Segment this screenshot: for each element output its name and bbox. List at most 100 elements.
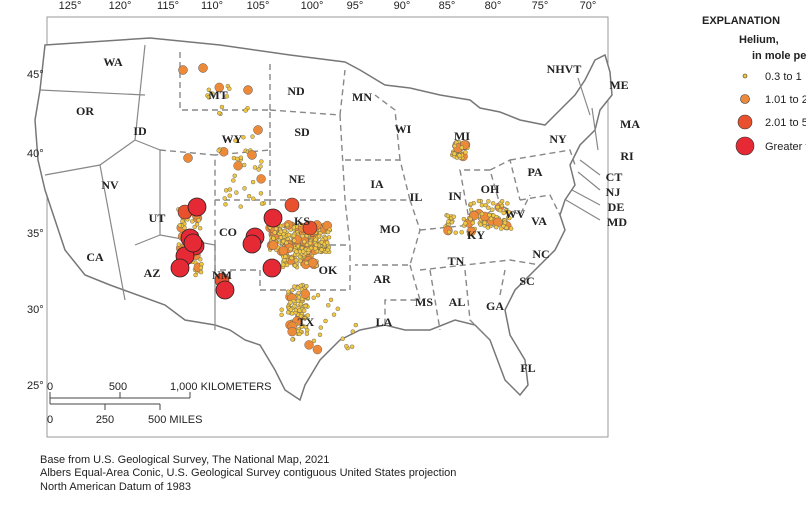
longitude-label: 95° — [347, 0, 364, 12]
sample-point — [328, 297, 334, 303]
sample-point — [232, 173, 237, 179]
state-label: TN — [448, 254, 465, 268]
state-label: NM — [212, 268, 232, 282]
sample-point — [482, 220, 487, 225]
state-label: ID — [133, 124, 147, 138]
sample-point — [247, 150, 257, 160]
sample-point — [313, 237, 318, 242]
sample-point — [242, 186, 247, 191]
sample-point — [312, 344, 323, 355]
sample-point — [325, 247, 330, 253]
sample-point — [253, 125, 263, 135]
state-label: ME — [609, 78, 628, 92]
legend-symbol — [742, 73, 748, 79]
sample-point — [216, 148, 221, 153]
sample-point — [468, 216, 473, 222]
sample-point — [452, 143, 457, 149]
state-label: UT — [149, 211, 166, 225]
sample-point — [486, 205, 491, 210]
sample-point — [278, 245, 289, 256]
sample-point — [263, 208, 283, 228]
sample-point — [468, 201, 473, 207]
state-label: OH — [481, 182, 500, 196]
sample-point — [178, 65, 188, 75]
sample-point — [278, 229, 284, 234]
sample-point — [350, 329, 355, 334]
sample-point — [279, 307, 284, 312]
sample-point — [296, 290, 301, 296]
credit-line: Base from U.S. Geological Survey, The Na… — [40, 454, 329, 466]
longitude-label: 90° — [394, 0, 411, 12]
sample-point — [287, 326, 297, 337]
state-label: MT — [208, 88, 227, 102]
sample-point — [292, 263, 298, 268]
sample-point — [344, 344, 349, 349]
sample-point — [305, 313, 310, 318]
sample-point — [214, 82, 224, 93]
sample-point — [316, 233, 322, 239]
sample-point — [288, 246, 293, 252]
sample-point — [199, 261, 204, 267]
sample-point — [231, 178, 236, 183]
sample-point — [286, 310, 291, 315]
state-label: VA — [531, 214, 547, 228]
longitude-label: 125° — [59, 0, 82, 12]
state-labels: WA OR CA NV ID MT WY UT AZ CO NM ND SD N… — [76, 55, 640, 375]
sample-point — [325, 229, 331, 235]
sample-point — [294, 249, 299, 254]
sample-point — [187, 197, 207, 217]
explanation: EXPLANATION Helium, in mole percent 0.3 … — [702, 15, 806, 156]
sample-point — [485, 225, 491, 230]
sample-point — [313, 246, 318, 251]
sample-point — [251, 196, 256, 201]
state-label: IL — [410, 190, 423, 204]
sample-point — [289, 255, 294, 261]
sample-point — [233, 161, 243, 171]
sample-point — [490, 207, 495, 212]
sample-point — [353, 322, 359, 328]
sample-point — [243, 85, 253, 95]
sample-point — [286, 232, 292, 238]
km-label: 0 — [47, 381, 53, 393]
sample-point — [222, 196, 227, 201]
sample-point — [331, 312, 337, 317]
sample-point — [304, 340, 314, 350]
sample-point — [466, 226, 476, 237]
legend-subtitle: Helium, — [739, 34, 779, 46]
sample-point — [461, 216, 467, 222]
credit-line: North American Datum of 1983 — [40, 481, 191, 493]
sample-point — [292, 238, 297, 243]
sample-point — [304, 260, 309, 266]
sample-point — [235, 156, 240, 162]
sample-point — [315, 292, 321, 298]
sample-point — [446, 219, 451, 224]
sample-point — [196, 218, 201, 223]
sample-point — [219, 104, 225, 110]
sample-point — [252, 165, 258, 170]
state-label: WA — [103, 55, 123, 69]
sample-point — [271, 236, 276, 241]
sample-point — [490, 201, 496, 206]
sample-point — [273, 226, 279, 231]
sample-point — [243, 108, 248, 113]
sample-point — [284, 222, 290, 227]
credit-line: Albers Equal-Area Conic, U.S. Geological… — [40, 467, 456, 479]
sample-point — [301, 249, 306, 254]
sample-point — [183, 153, 193, 163]
sample-point — [268, 240, 279, 250]
sample-point — [318, 325, 324, 330]
sample-point — [290, 287, 295, 293]
sample-point — [256, 174, 266, 184]
sample-point — [303, 303, 308, 309]
scale-bar-lines — [49, 392, 191, 410]
sample-point — [445, 213, 451, 218]
state-label: NC — [532, 247, 549, 261]
sample-point — [507, 215, 512, 221]
sample-point — [284, 197, 300, 213]
sample-point — [206, 95, 211, 100]
legend-symbol — [740, 94, 750, 104]
sample-point — [302, 220, 318, 236]
longitude-label: 120° — [109, 0, 132, 12]
state-label: IA — [370, 177, 384, 191]
sample-point — [294, 258, 299, 263]
